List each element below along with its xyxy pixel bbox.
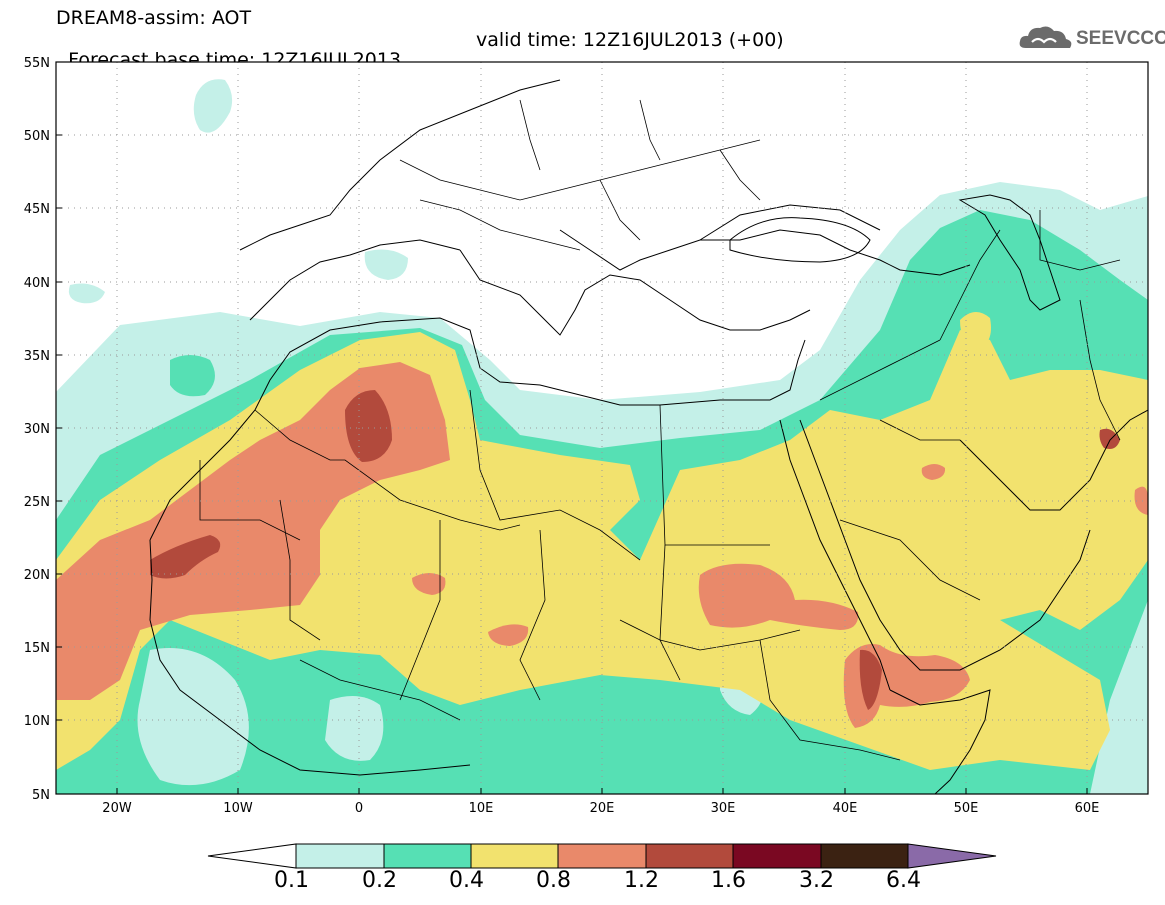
colorbar-label: 0.4 (449, 868, 484, 893)
lon-tick-50e: 50E (954, 801, 979, 816)
aot-level-1-2 (150, 390, 1120, 710)
lat-tick-35n: 35N (24, 349, 50, 364)
lon-tick-20w: 20W (102, 801, 132, 816)
colorbar-bin-7 (820, 843, 909, 869)
lat-tick-5n: 5N (32, 788, 50, 803)
lon-tick-10e: 10E (469, 801, 494, 816)
lat-tick-55n: 55N (24, 56, 50, 71)
colorbar (207, 843, 997, 869)
lat-tick-45n: 45N (24, 202, 50, 217)
colorbar-bin-2 (383, 843, 472, 869)
lat-tick-25n: 25N (24, 495, 50, 510)
valid-time: valid time: 12Z16JUL2013 (+00) (476, 29, 784, 51)
colorbar-label: 0.2 (362, 868, 397, 893)
colorbar-label: 1.6 (711, 868, 746, 893)
colorbar-label: 1.2 (624, 868, 659, 893)
country-borders (199, 99, 1121, 761)
map-title: DREAM8-assim: AOT (56, 7, 252, 29)
lon-tick-60e: 60E (1075, 801, 1100, 816)
colorbar-label: 6.4 (886, 868, 921, 893)
lon-tick-20e: 20E (590, 801, 615, 816)
logo-text: SEEVCCC (1076, 28, 1165, 49)
lon-tick-labels: 20W 10W 0 10E 20E 30E 40E 50E 60E (102, 801, 1099, 816)
colorbar-label: 3.2 (799, 868, 834, 893)
colorbar-bin-6 (732, 843, 822, 869)
lat-tick-15n: 15N (24, 641, 50, 656)
cloud-logo-icon (1019, 26, 1072, 48)
lon-tick-40e: 40E (833, 801, 858, 816)
lat-tick-20n: 20N (24, 568, 50, 583)
lat-lon-grid (56, 62, 1148, 794)
seevccc-logo: SEEVCCC (1018, 22, 1165, 54)
lat-tick-50n: 50N (24, 129, 50, 144)
lat-tick-40n: 40N (24, 276, 50, 291)
lon-tick-0: 0 (355, 801, 363, 816)
colorbar-label: 0.8 (536, 868, 571, 893)
lat-tick-30n: 30N (24, 422, 50, 437)
colorbar-high-arrow (907, 843, 997, 869)
colorbar-label: 0.1 (274, 868, 309, 893)
lat-tick-labels: 5N 10N 15N 20N 25N 30N 35N 40N 45N 50N 5… (24, 56, 50, 803)
colorbar-bin-4 (557, 843, 647, 869)
colorbar-low-arrow (207, 843, 297, 869)
coastlines (149, 79, 1148, 794)
colorbar-bin-5 (645, 843, 734, 869)
axis-ticks (56, 61, 1088, 795)
lon-tick-30e: 30E (711, 801, 736, 816)
colorbar-bin-1 (295, 843, 385, 869)
lon-tick-10w: 10W (223, 801, 253, 816)
lat-tick-10n: 10N (24, 714, 50, 729)
colorbar-bin-3 (470, 843, 559, 869)
